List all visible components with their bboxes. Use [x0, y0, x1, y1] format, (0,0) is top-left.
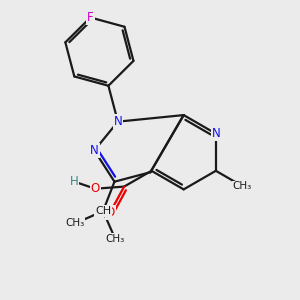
Text: CH: CH [95, 206, 111, 216]
Text: CH₃: CH₃ [65, 218, 85, 228]
Text: N: N [212, 127, 220, 140]
Text: N: N [113, 115, 122, 128]
Text: CH₃: CH₃ [232, 181, 252, 191]
Text: N: N [90, 144, 99, 157]
Text: F: F [87, 11, 94, 24]
Text: H: H [70, 175, 79, 188]
Text: O: O [106, 206, 115, 219]
Text: O: O [91, 182, 100, 195]
Text: CH₃: CH₃ [106, 234, 125, 244]
